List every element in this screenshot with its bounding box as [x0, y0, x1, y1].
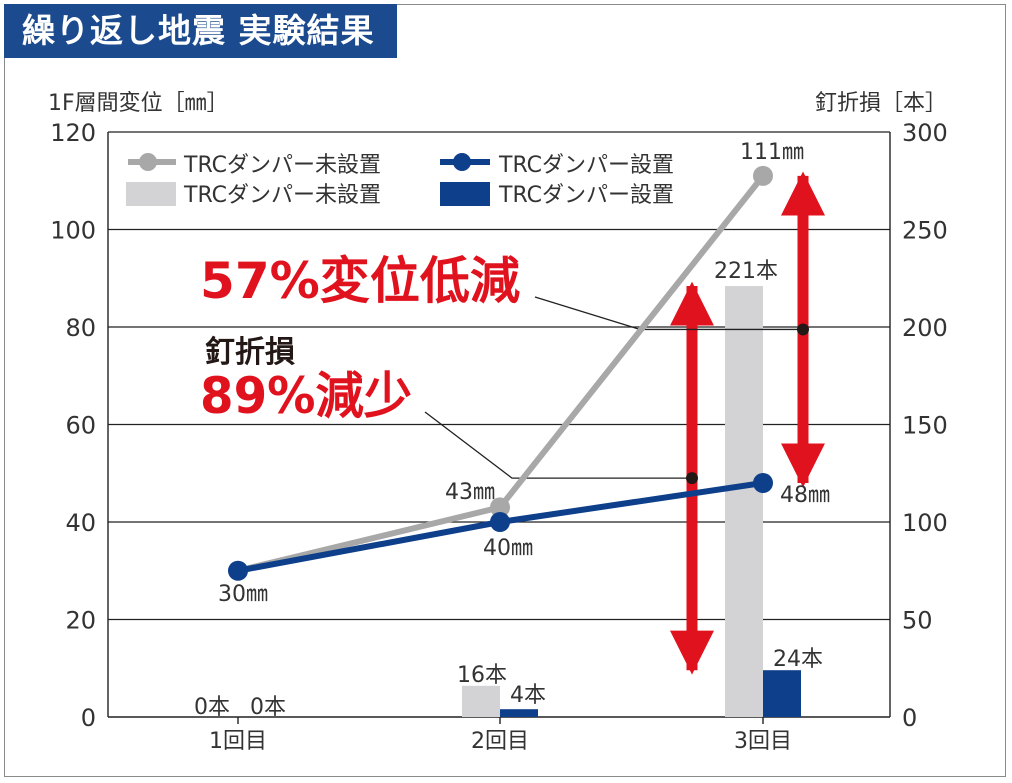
left-tick-label: 60 [65, 412, 96, 440]
right-tick-label: 250 [902, 217, 948, 245]
nail-leader [424, 411, 692, 479]
line-series [228, 165, 773, 581]
bar-series [462, 286, 801, 717]
legend-marker-blue [453, 153, 471, 171]
right-tick-label: 0 [902, 704, 917, 732]
bar [462, 685, 500, 717]
bar-data-label: 0本 [194, 695, 230, 720]
left-tick-label: 40 [65, 509, 96, 537]
left-axis-title: 1F層間変位［㎜］ [48, 91, 229, 116]
series-point-blue [490, 512, 510, 532]
right-tick-label: 150 [902, 412, 948, 440]
legend-label-line-blue: TRCダンパー設置 [498, 153, 674, 178]
line-data-label: 111㎜ [740, 140, 804, 165]
legend-label-bar-blue: TRCダンパー設置 [498, 183, 674, 208]
bar-data-label: 0本 [250, 695, 286, 720]
right-axis-ticks: 0 50 100 150 200 250 300 [902, 119, 948, 732]
bar-data-label: 221本 [714, 259, 778, 284]
nail-leader-dot [686, 472, 698, 485]
line-data-label: 43㎜ [445, 480, 495, 505]
legend-label-line-gray: TRCダンパー未設置 [183, 153, 381, 178]
line-data-label: 30㎜ [218, 582, 268, 607]
series-point-gray [753, 165, 773, 186]
x-tick-label: 2回目 [471, 729, 529, 754]
series-point-blue [228, 560, 248, 581]
x-tick-label: 3回目 [734, 729, 792, 754]
left-tick-label: 100 [50, 217, 96, 245]
legend-label-bar-gray: TRCダンパー未設置 [183, 183, 381, 208]
left-axis-ticks: 0 20 40 60 80 100 120 [50, 119, 96, 732]
chart-title: 繰り返し地震 実験結果 [4, 4, 397, 58]
nail-annotation-label: 釘折損 [205, 335, 295, 370]
line-data-label: 40㎜ [483, 536, 533, 561]
bar [725, 286, 763, 717]
chart-frame [4, 4, 1006, 777]
right-tick-label: 300 [902, 119, 948, 147]
bar-data-label: 16本 [457, 663, 507, 688]
bar-data-label: 4本 [510, 683, 546, 708]
legend: TRCダンパー未設置 TRCダンパー設置 TRCダンパー未設置 TRCダンパー設… [126, 153, 674, 208]
displacement-leader-dot [797, 323, 809, 336]
legend-marker-gray [139, 153, 157, 171]
bar [500, 709, 538, 717]
x-axis-ticks: 1回目 2回目 3回目 [209, 717, 792, 754]
left-tick-label: 0 [81, 704, 96, 732]
nail-reduction-annotation: 89%減少 [200, 367, 412, 425]
left-tick-label: 20 [65, 607, 96, 635]
left-tick-label: 80 [65, 314, 96, 342]
right-tick-label: 50 [902, 607, 933, 635]
series-point-gray [490, 497, 510, 518]
right-tick-label: 100 [902, 509, 948, 537]
data-labels: 43㎜ 111㎜ 30㎜ 40㎜ 48㎜ 0本 16本 221本 0本 4本 24本 [194, 140, 830, 720]
right-axis-title: 釘折損［本］ [815, 91, 947, 116]
displacement-reduction-annotation: 57%変位低減 [200, 252, 520, 310]
line-data-label: 48㎜ [780, 483, 830, 508]
bar [763, 670, 801, 717]
legend-swatch-gray [126, 182, 176, 206]
x-tick-label: 1回目 [209, 729, 267, 754]
legend-swatch-blue [440, 182, 490, 206]
bar-data-label: 24本 [773, 647, 823, 672]
left-tick-label: 120 [50, 119, 96, 147]
right-tick-label: 200 [902, 314, 948, 342]
series-point-blue [753, 473, 773, 493]
